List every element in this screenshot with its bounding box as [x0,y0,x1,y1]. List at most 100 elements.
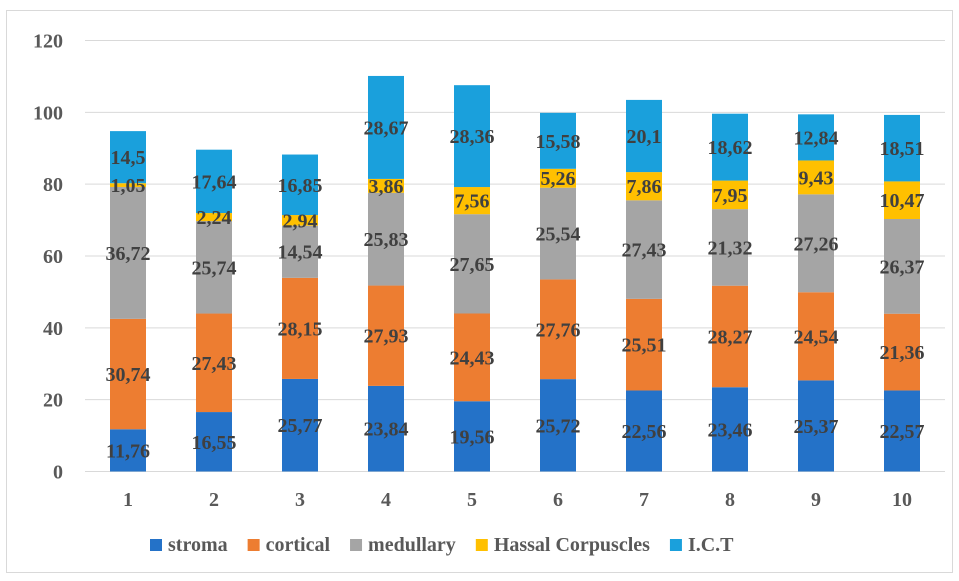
chart-frame: 0 20 40 60 80 100 120 1 2 3 4 5 6 7 8 9 10 11,76 30,74 36… [6,10,953,573]
data-label: 24,54 [794,326,839,348]
data-label: 9,43 [799,167,834,189]
bar-segment-stroma-8 [712,387,748,472]
legend-swatch [475,539,488,551]
y-tick-label: 0 [53,462,63,484]
data-label: 7,86 [627,176,662,198]
bar-segment-cortical-10 [884,313,920,391]
legend-item-stroma: stroma [150,534,228,556]
x-tick-label: 10 [892,489,912,511]
bars [110,75,920,472]
bar-segment-i-c-t-9 [798,114,834,161]
data-label: 23,84 [364,419,409,441]
bar-segment-cortical-2 [196,313,232,413]
data-label: 14,54 [278,242,323,264]
bar-segment-cortical-4 [368,285,404,386]
data-label: 28,15 [278,318,323,340]
bar-segment-medullary-7 [626,200,662,299]
data-label: 21,36 [880,342,925,364]
x-tick-label: 1 [123,489,133,511]
data-label: 28,27 [708,326,753,348]
legend-label: Hassal Corpuscles [494,534,650,556]
bar-segment-medullary-5 [454,214,490,314]
bar-segment-hassal-corpuscles-10 [884,181,920,220]
legend-swatch [669,539,682,551]
legend-swatch [150,539,162,551]
data-label: 25,77 [278,415,323,437]
data-label: 36,72 [106,243,151,265]
bar-segment-stroma-1 [110,429,146,472]
data-label: 27,76 [536,319,581,341]
legend-item-hassal-corpuscles: Hassal Corpuscles [475,534,650,556]
legend-swatch [350,539,363,551]
data-label: 27,43 [622,240,667,262]
data-label: 25,54 [536,224,581,246]
data-label: 2,24 [197,207,232,229]
data-label: 1,05 [111,175,146,197]
bar-segment-stroma-2 [196,412,232,472]
data-label: 19,56 [450,426,495,448]
bar-segment-cortical-8 [712,285,748,388]
data-label: 28,67 [364,117,409,139]
legend-label: I.C.T [688,534,734,556]
bar-segment-i-c-t-6 [540,112,576,169]
bar-segment-i-c-t-7 [626,99,662,173]
bar-segment-i-c-t-5 [454,85,490,188]
data-label: 27,26 [794,233,839,255]
legend: stroma cortical medullary Hassal Corpuscles… [150,534,734,556]
data-label: 2,94 [283,210,318,232]
legend-label: cortical [266,534,331,556]
data-label: 5,26 [541,168,576,190]
x-tick-label: 2 [209,489,219,511]
bar-segment-i-c-t-1 [110,131,146,184]
bar-segment-i-c-t-2 [196,149,232,214]
legend-item-cortical: cortical [247,534,331,556]
data-label: 16,85 [278,175,323,197]
legend-label: medullary [368,534,456,556]
bar-segment-cortical-1 [110,318,146,430]
bar-segment-cortical-5 [454,313,490,402]
y-tick-label: 20 [43,390,63,412]
x-tick-label: 8 [725,489,735,511]
x-tick-label: 3 [295,489,305,511]
bar-segment-medullary-6 [540,187,576,280]
data-label: 10,47 [880,190,925,212]
data-label: 27,43 [192,353,237,375]
bar-segment-cortical-9 [798,292,834,381]
bar-segment-hassal-corpuscles-9 [798,160,834,195]
data-label: 22,57 [880,421,925,443]
bar-segment-stroma-7 [626,390,662,472]
data-label: 25,37 [794,416,839,438]
x-tick-label: 9 [811,489,821,511]
y-axis-ticks: 0 20 40 60 80 100 120 [33,31,63,484]
bar-segment-medullary-4 [368,192,404,286]
data-label: 25,83 [364,229,409,251]
data-label: 21,32 [708,237,753,259]
x-tick-label: 4 [381,489,391,511]
bar-segment-stroma-6 [540,379,576,472]
data-label: 23,46 [708,419,753,441]
legend-label: stroma [168,534,228,556]
data-label: 16,55 [192,432,237,454]
legend-item-medullary: medullary [350,534,456,556]
bar-segment-hassal-corpuscles-3 [282,215,318,226]
bar-segment-medullary-3 [282,225,318,278]
bar-segment-medullary-10 [884,219,920,314]
data-labels: 11,76 30,74 36,72 1,05 14,5 16,55 27,43 25,74 2,… [106,117,925,462]
data-label: 20,1 [627,126,662,148]
y-tick-label: 100 [33,102,63,124]
bar-segment-cortical-6 [540,279,576,380]
data-label: 27,65 [450,254,495,276]
bar-segment-medullary-1 [110,186,146,319]
bar-segment-i-c-t-10 [884,114,920,182]
data-label: 30,74 [106,364,151,386]
data-label: 12,84 [794,127,839,149]
data-label: 14,5 [111,147,146,169]
bar-segment-hassal-corpuscles-6 [540,168,576,188]
bar-segment-medullary-2 [196,221,232,314]
bar-segment-stroma-3 [282,378,318,472]
bar-segment-i-c-t-4 [368,75,404,179]
bar-segment-stroma-10 [884,390,920,472]
y-tick-label: 60 [43,246,63,268]
bar-segment-cortical-7 [626,298,662,391]
data-label: 27,93 [364,326,409,348]
